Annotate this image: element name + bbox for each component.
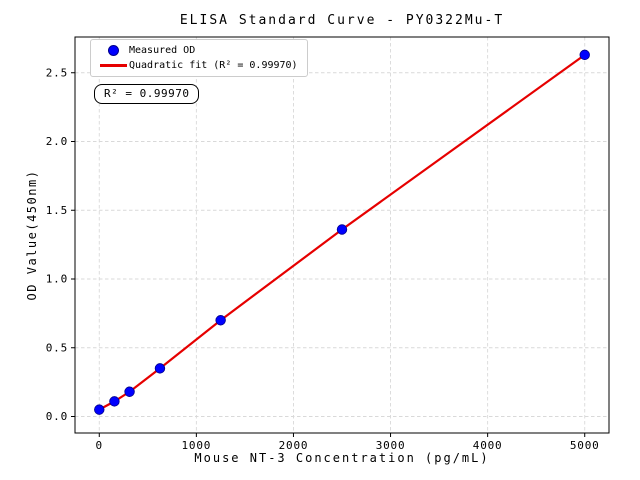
y-tick-label: 0.0: [46, 410, 68, 423]
x-tick-label: 1000: [182, 439, 212, 452]
plot-border: [74, 36, 610, 434]
y-axis-label: OD Value(450nm): [25, 169, 39, 301]
r-squared-annotation: R² = 0.99970: [94, 84, 200, 104]
y-tick-label: 2.0: [46, 135, 68, 148]
y-tick-label: 1.5: [46, 204, 68, 217]
x-tick-label: 4000: [473, 439, 503, 452]
data-point: [124, 386, 135, 397]
legend-marker-cell: [97, 45, 129, 56]
line-marker-icon: [99, 64, 127, 67]
data-point: [336, 224, 348, 235]
y-tick-label: 1.0: [46, 273, 68, 286]
legend-label-quadratic-fit: Quadratic fit (R² = 0.99970): [129, 60, 298, 71]
y-tick-label: 0.5: [46, 341, 68, 354]
legend-label-measured-od: Measured OD: [129, 45, 196, 56]
y-tick-label: 2.5: [46, 66, 68, 79]
data-point: [94, 404, 105, 415]
data-point: [215, 315, 226, 326]
x-tick-label: 5000: [570, 439, 600, 452]
chart-title: ELISA Standard Curve - PY0322Mu-T: [179, 13, 505, 28]
legend-entry-quadratic-fit: Quadratic fit (R² = 0.99970): [97, 60, 298, 71]
x-axis-label: Mouse NT-3 Concentration (pg/mL): [194, 451, 490, 465]
x-tick-label: 3000: [376, 439, 406, 452]
scatter-marker-icon: [107, 45, 119, 56]
legend-entry-measured-od: Measured OD: [97, 45, 298, 56]
x-tick-label: 2000: [279, 439, 309, 452]
x-tick-label: 0: [96, 439, 103, 452]
legend: Measured OD Quadratic fit (R² = 0.99970): [90, 39, 308, 77]
data-point: [579, 49, 590, 61]
data-point: [109, 396, 120, 407]
legend-marker-cell: [97, 64, 129, 67]
data-point: [154, 363, 166, 374]
